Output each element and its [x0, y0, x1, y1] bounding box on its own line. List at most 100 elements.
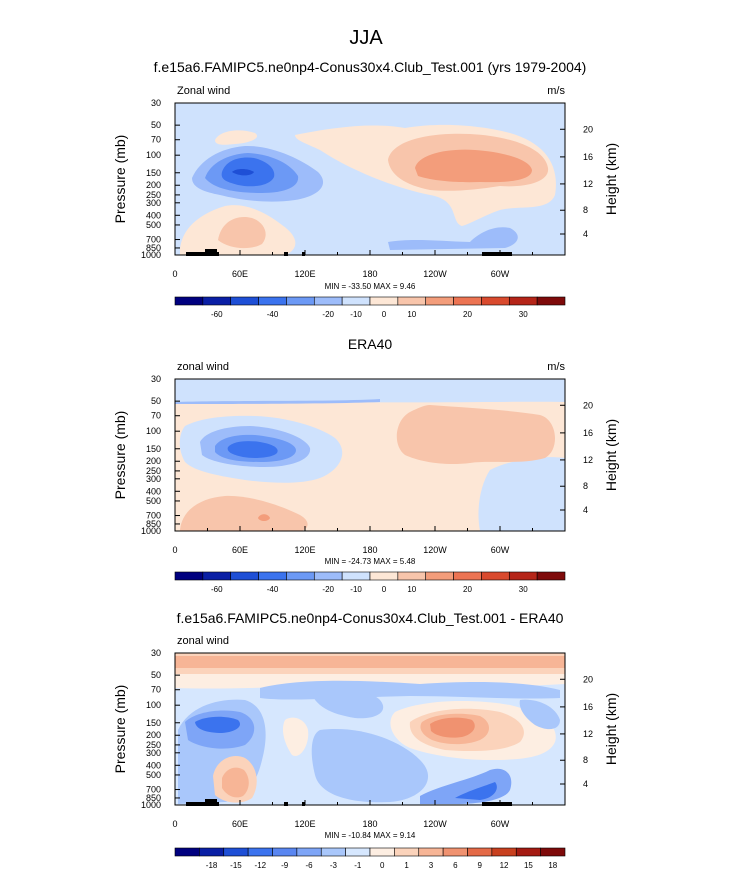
panel-difference: f.e15a6.FAMIPC5.ne0np4-Conus30x4.Club_Te…	[112, 610, 619, 870]
colorbar-swatch	[515, 847, 541, 857]
colorbar-label: 0	[382, 585, 387, 594]
terrain-mask	[205, 249, 217, 253]
colorbar-label: 20	[463, 310, 472, 319]
y-right-tick-label: 12	[583, 729, 593, 739]
colorbar-label: -60	[211, 310, 223, 319]
colorbar-swatch	[453, 296, 482, 306]
colorbar-label: -20	[322, 310, 334, 319]
y-tick-label: 850	[146, 793, 161, 803]
y-right-tick-label: 4	[583, 229, 588, 239]
contour-fill	[478, 457, 565, 531]
y-tick-label: 100	[146, 150, 161, 160]
contour-fill	[222, 767, 249, 798]
y-tick-label: 30	[151, 98, 161, 108]
colorbar-swatch	[174, 847, 200, 857]
colorbar-swatch	[508, 296, 538, 306]
y-right-tick-label: 12	[583, 455, 593, 465]
colorbar-label: -10	[350, 310, 362, 319]
x-tick-label: 60E	[232, 819, 248, 829]
contour-fill	[232, 169, 254, 176]
contour-field	[175, 653, 565, 805]
colorbar-swatch	[442, 847, 468, 857]
colorbar-swatch	[341, 571, 371, 581]
colorbar-swatch	[418, 847, 444, 857]
y-tick-label: 200	[146, 180, 161, 190]
terrain-mask	[302, 252, 305, 256]
y-tick-label: 50	[151, 670, 161, 680]
colorbar-label: 18	[548, 861, 557, 870]
colorbar-swatch	[202, 296, 232, 306]
x-tick-label: 0	[172, 269, 177, 279]
colorbar-swatch	[536, 571, 566, 581]
y-axis-title: Pressure (mb)	[112, 411, 128, 500]
colorbar-label: 3	[429, 861, 434, 870]
colorbar-swatch	[230, 296, 259, 306]
y-tick-label: 700	[146, 785, 161, 795]
colorbar-label: -20	[322, 585, 334, 594]
contour-fill	[180, 495, 308, 531]
colorbar-swatch	[481, 296, 510, 306]
panel-reference: ERA40 zonal wind m/s 0 60E 120E 180 120W 60W 3…	[112, 336, 619, 594]
y-tick-label: 50	[151, 396, 161, 406]
stats-label: MIN = -33.50 MAX = 9.46	[325, 282, 416, 291]
y-tick-label: 1000	[141, 526, 161, 536]
y-tick-label: 150	[146, 718, 161, 728]
y-tick-label: 70	[151, 685, 161, 695]
terrain-mask	[482, 252, 512, 256]
y-axis-title: Pressure (mb)	[112, 685, 128, 774]
colorbar-swatch	[286, 571, 315, 581]
colorbar-swatch	[286, 296, 315, 306]
colorbar-swatch	[313, 296, 343, 306]
stats-label: MIN = -24.73 MAX = 5.48	[325, 557, 416, 566]
colorbar-label: -6	[306, 861, 314, 870]
contour-fill	[388, 227, 518, 250]
colorbar-label: -9	[281, 861, 289, 870]
y-right-tick-label: 4	[583, 779, 588, 789]
colorbar-swatch	[540, 847, 566, 857]
y-tick-label: 850	[146, 519, 161, 529]
colorbar-label: 0	[380, 861, 385, 870]
variable-label: zonal wind	[177, 361, 229, 373]
colorbar-swatch	[230, 571, 259, 581]
colorbar-label: -10	[350, 585, 362, 594]
contour-fill	[415, 149, 532, 183]
colorbar-swatch	[508, 571, 538, 581]
panel-title: f.e15a6.FAMIPC5.ne0np4-Conus30x4.Club_Te…	[154, 59, 587, 75]
y-right-tick-label: 8	[583, 481, 588, 491]
colorbar-label: -18	[206, 861, 218, 870]
y-tick-label: 70	[151, 411, 161, 421]
colorbar-swatch	[174, 296, 204, 306]
x-tick-label: 180	[362, 819, 377, 829]
contour-fill	[218, 216, 266, 249]
colorbar-label: 30	[519, 310, 528, 319]
y-tick-label: 30	[151, 648, 161, 658]
colorbar-label: 9	[477, 861, 482, 870]
x-tick-label: 120E	[294, 819, 315, 829]
terrain-mask	[186, 802, 219, 806]
contour-fill	[195, 716, 241, 733]
y-tick-label: 300	[146, 748, 161, 758]
colorbar-swatch	[202, 571, 232, 581]
colorbar-swatch	[199, 847, 225, 857]
y-tick-label: 30	[151, 374, 161, 384]
y-tick-label: 1000	[141, 800, 161, 810]
colorbar-swatch	[491, 847, 517, 857]
variable-label: Zonal wind	[177, 85, 230, 97]
y-right-axis-title: Height (km)	[603, 143, 619, 215]
y-right-tick-label: 12	[583, 179, 593, 189]
colorbar-label: 6	[453, 861, 458, 870]
contour-fill	[455, 782, 497, 800]
x-tick-label: 120E	[294, 269, 315, 279]
x-tick-label: 60W	[491, 269, 510, 279]
colorbar-label: 1	[404, 861, 409, 870]
contour-fill	[430, 717, 475, 738]
y-tick-label: 70	[151, 135, 161, 145]
colorbar-swatch	[320, 847, 346, 857]
y-tick-label: 150	[146, 444, 161, 454]
terrain-mask	[205, 799, 217, 803]
colorbar-swatch	[369, 571, 399, 581]
colorbar-swatch	[174, 571, 204, 581]
colorbar: -60 -40 -20 -10 0 10 20 30	[174, 571, 566, 594]
